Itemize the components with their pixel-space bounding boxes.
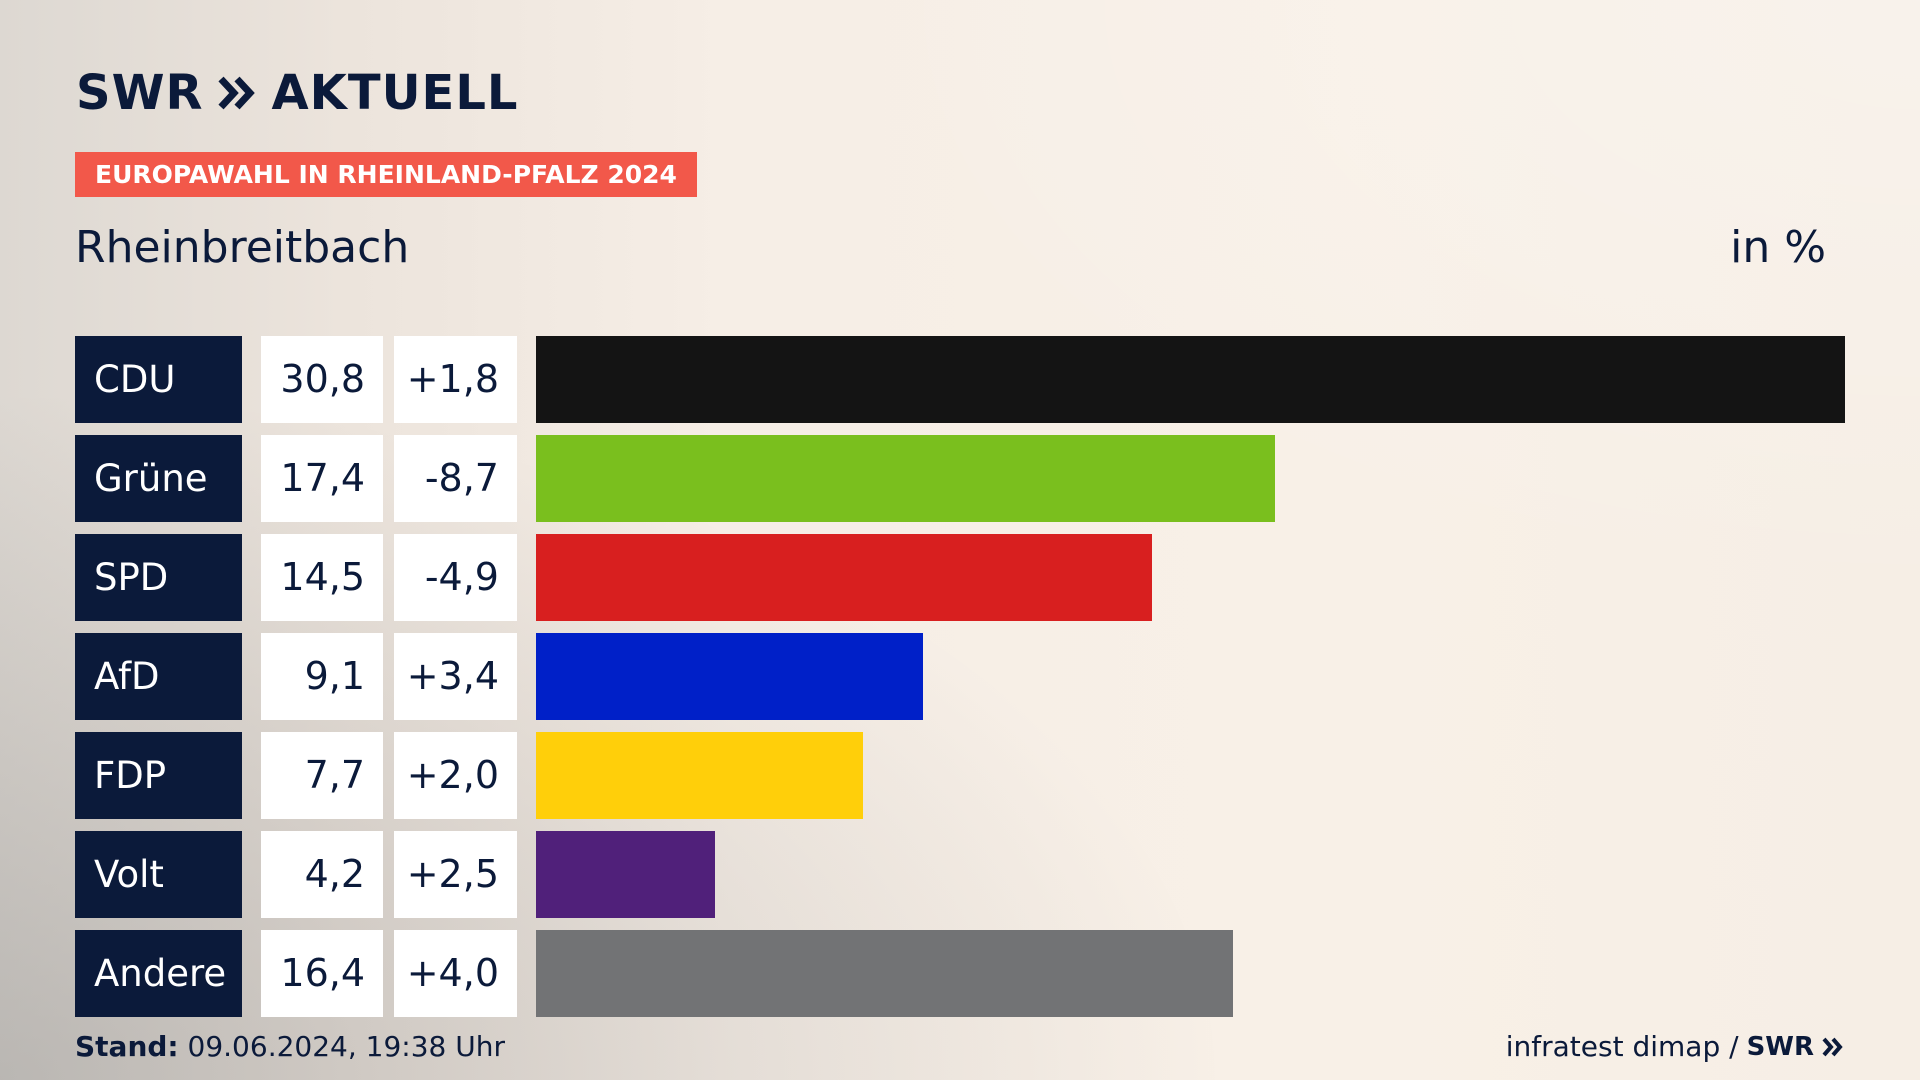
bar [536,534,1152,621]
brand-aktuell: AKTUELL [271,65,519,121]
party-label: Andere [75,930,242,1017]
table-row: SPD 14,5 -4,9 [75,534,1845,621]
double-chevron-right-icon [1822,1037,1843,1057]
table-row: FDP 7,7 +2,0 [75,732,1845,819]
timestamp: Stand: 09.06.2024, 19:38 Uhr [75,1028,505,1066]
source-text: infratest dimap / [1505,1030,1739,1063]
table-row: CDU 30,8 +1,8 [75,336,1845,423]
table-row: Andere 16,4 +4,0 [75,930,1845,1017]
bar [536,633,923,720]
bar [536,732,863,819]
value-label: 16,4 [261,930,383,1017]
party-label: SPD [75,534,242,621]
bar [536,336,1845,423]
stand-label: Stand: [75,1030,179,1063]
page-title: Rheinbreitbach [75,222,410,273]
value-label: 4,2 [261,831,383,918]
party-label: Volt [75,831,242,918]
value-label: 14,5 [261,534,383,621]
stand-value: 09.06.2024, 19:38 Uhr [187,1030,505,1063]
value-label: 9,1 [261,633,383,720]
change-label: +4,0 [394,930,517,1017]
change-label: -4,9 [394,534,517,621]
change-label: +2,0 [394,732,517,819]
bar [536,831,715,918]
source-brand: SWR [1746,1032,1814,1062]
party-label: Grüne [75,435,242,522]
change-label: +1,8 [394,336,517,423]
table-row: Volt 4,2 +2,5 [75,831,1845,918]
value-label: 7,7 [261,732,383,819]
party-label: CDU [75,336,242,423]
change-label: +2,5 [394,831,517,918]
party-label: AfD [75,633,242,720]
bar [536,435,1275,522]
unit-label: in % [1730,222,1826,273]
change-label: -8,7 [394,435,517,522]
election-tag: EUROPAWAHL IN RHEINLAND-PFALZ 2024 [75,152,697,197]
party-label: FDP [75,732,242,819]
change-label: +3,4 [394,633,517,720]
brand-logo: SWR AKTUELL [76,66,519,120]
double-chevron-right-icon [218,76,256,110]
value-label: 17,4 [261,435,383,522]
value-label: 30,8 [261,336,383,423]
table-row: AfD 9,1 +3,4 [75,633,1845,720]
table-row: Grüne 17,4 -8,7 [75,435,1845,522]
source-credit: infratest dimap / SWR [1506,1028,1844,1066]
bar [536,930,1233,1017]
brand-swr: SWR [76,65,204,121]
